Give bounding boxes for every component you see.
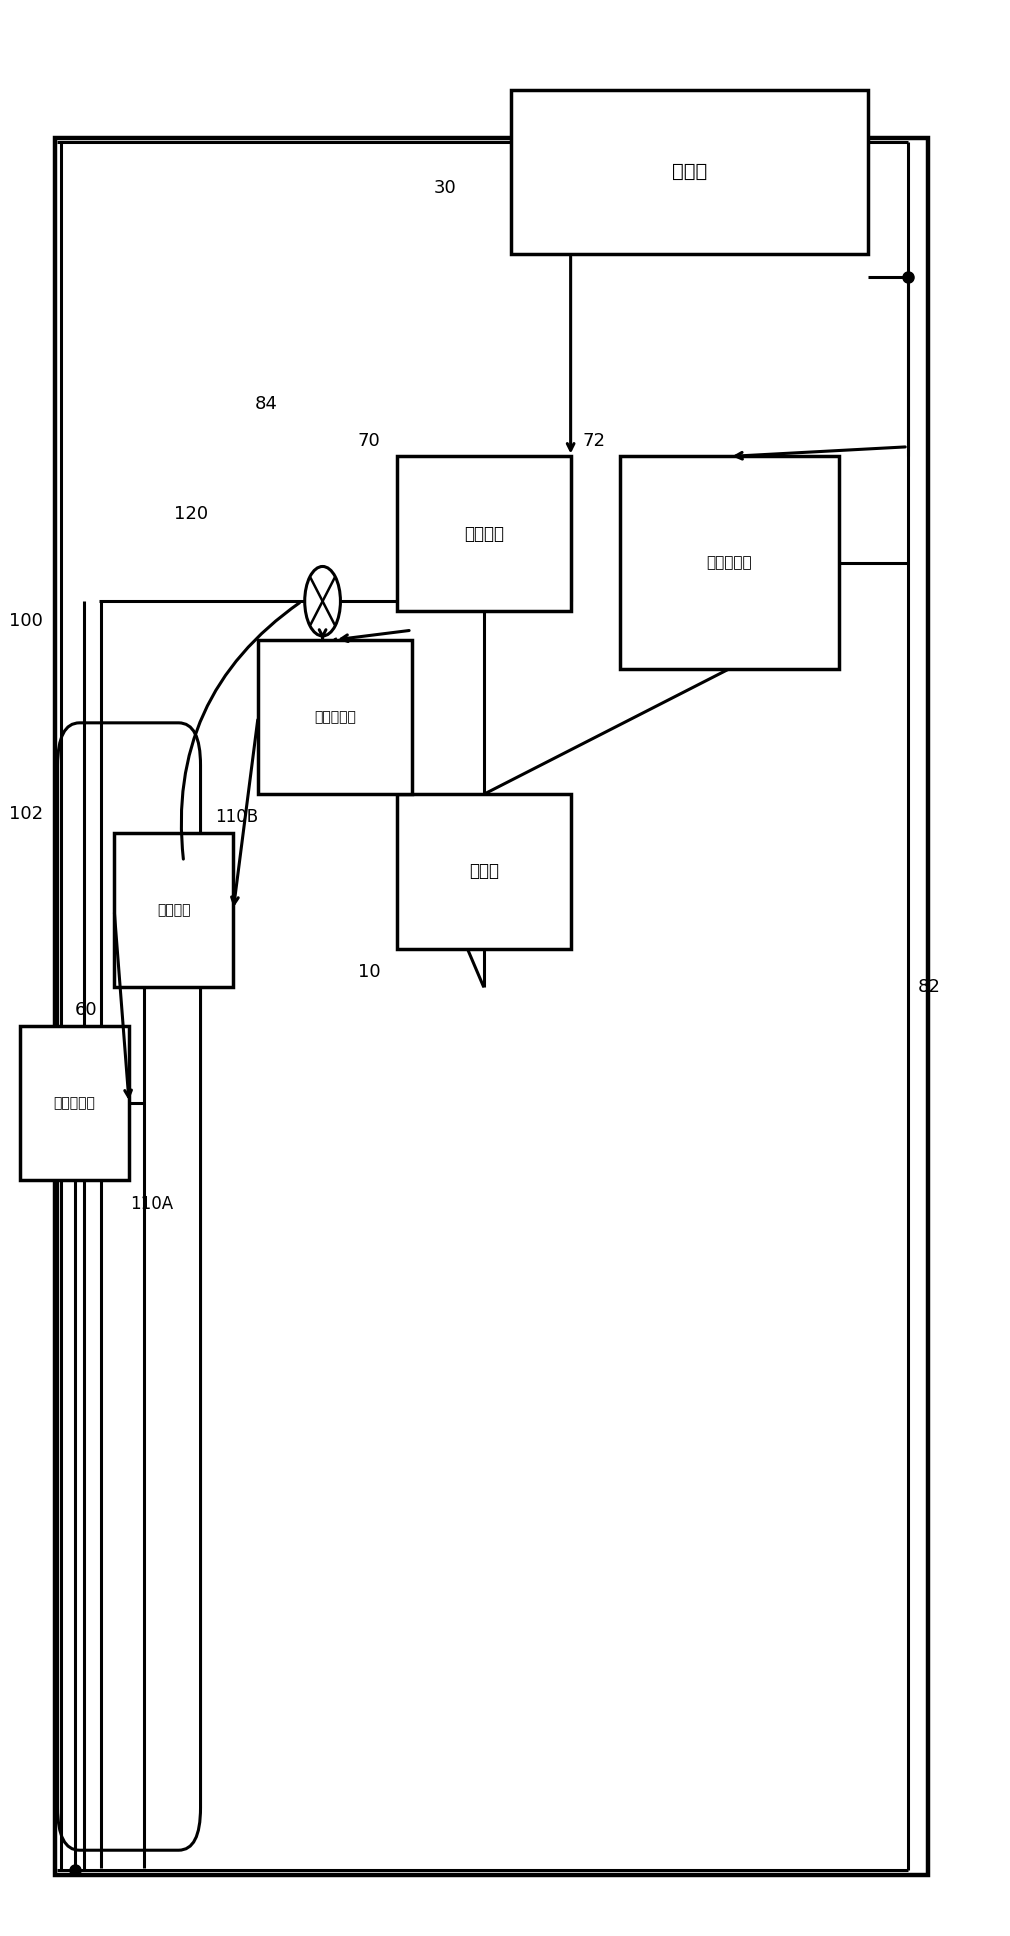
Text: 第二散热部: 第二散热部 bbox=[314, 711, 356, 724]
Text: 110B: 110B bbox=[215, 809, 259, 827]
Circle shape bbox=[305, 567, 340, 635]
Text: 72: 72 bbox=[583, 432, 605, 449]
Text: 70: 70 bbox=[358, 432, 380, 449]
Text: 120: 120 bbox=[175, 505, 208, 523]
FancyBboxPatch shape bbox=[397, 794, 571, 949]
FancyBboxPatch shape bbox=[511, 89, 869, 254]
Text: 冷却液泵: 冷却液泵 bbox=[464, 525, 504, 542]
Text: 30: 30 bbox=[433, 180, 457, 197]
Text: 84: 84 bbox=[256, 395, 278, 412]
FancyBboxPatch shape bbox=[259, 639, 412, 794]
Text: 10: 10 bbox=[358, 962, 380, 982]
Text: 喷射模块: 喷射模块 bbox=[157, 902, 191, 918]
Text: 60: 60 bbox=[75, 1001, 97, 1020]
FancyBboxPatch shape bbox=[58, 722, 201, 1851]
Text: 发动机: 发动机 bbox=[469, 862, 499, 881]
FancyBboxPatch shape bbox=[397, 457, 571, 612]
Text: 102: 102 bbox=[9, 805, 42, 823]
FancyBboxPatch shape bbox=[20, 1026, 129, 1181]
FancyBboxPatch shape bbox=[114, 832, 233, 987]
Text: 第一散热部: 第一散热部 bbox=[54, 1096, 96, 1109]
Text: 82: 82 bbox=[918, 978, 940, 997]
Text: 散热器: 散热器 bbox=[672, 163, 707, 182]
Text: 110A: 110A bbox=[130, 1195, 173, 1212]
FancyBboxPatch shape bbox=[620, 457, 838, 668]
Text: 100: 100 bbox=[9, 612, 42, 629]
Text: 自动调温器: 自动调温器 bbox=[707, 556, 752, 569]
